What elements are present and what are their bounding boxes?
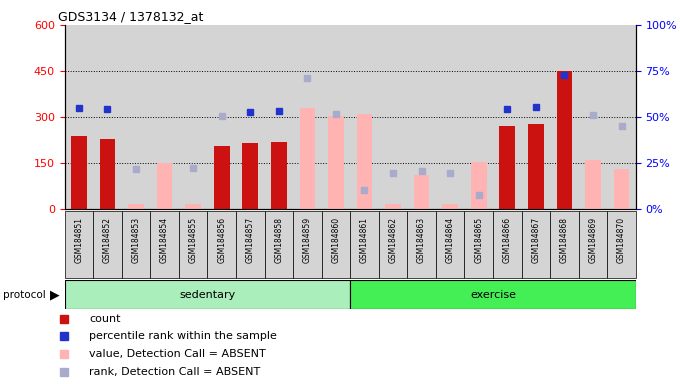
- Bar: [413, 175, 430, 209]
- Text: value, Detection Call = ABSENT: value, Detection Call = ABSENT: [89, 349, 266, 359]
- Bar: [493, 211, 522, 278]
- Text: GSM184867: GSM184867: [531, 217, 541, 263]
- Text: GSM184852: GSM184852: [103, 217, 112, 263]
- Text: GSM184855: GSM184855: [188, 217, 198, 263]
- Text: rank, Detection Call = ABSENT: rank, Detection Call = ABSENT: [89, 367, 260, 377]
- Bar: [499, 126, 515, 209]
- Text: GSM184858: GSM184858: [274, 217, 284, 263]
- Bar: [407, 211, 436, 278]
- Text: GSM184859: GSM184859: [303, 217, 312, 263]
- Bar: [585, 160, 601, 209]
- Bar: [471, 162, 487, 209]
- Bar: [464, 211, 493, 278]
- Bar: [379, 211, 407, 278]
- Text: GSM184862: GSM184862: [388, 217, 398, 263]
- Bar: [299, 108, 316, 209]
- Text: GSM184866: GSM184866: [503, 217, 512, 263]
- Bar: [613, 169, 630, 209]
- Bar: [350, 211, 379, 278]
- Bar: [242, 143, 258, 209]
- Bar: [350, 280, 636, 309]
- Bar: [236, 211, 265, 278]
- Text: percentile rank within the sample: percentile rank within the sample: [89, 331, 277, 341]
- Text: exercise: exercise: [470, 290, 516, 300]
- Text: count: count: [89, 314, 121, 324]
- Text: GSM184868: GSM184868: [560, 217, 569, 263]
- Bar: [122, 211, 150, 278]
- Bar: [528, 124, 544, 209]
- Bar: [556, 71, 573, 209]
- Bar: [356, 114, 373, 209]
- Bar: [293, 211, 322, 278]
- Bar: [522, 211, 550, 278]
- Bar: [442, 204, 458, 209]
- Text: GSM184861: GSM184861: [360, 217, 369, 263]
- Bar: [265, 211, 293, 278]
- Text: GSM184864: GSM184864: [445, 217, 455, 263]
- Text: GSM184853: GSM184853: [131, 217, 141, 263]
- Bar: [65, 211, 93, 278]
- Text: GSM184869: GSM184869: [588, 217, 598, 263]
- Bar: [71, 136, 87, 209]
- Text: sedentary: sedentary: [180, 290, 235, 300]
- Text: GSM184857: GSM184857: [245, 217, 255, 263]
- Bar: [99, 139, 116, 209]
- Bar: [214, 146, 230, 209]
- Bar: [436, 211, 464, 278]
- Bar: [607, 211, 636, 278]
- Text: GSM184865: GSM184865: [474, 217, 483, 263]
- Bar: [150, 211, 179, 278]
- Text: GSM184856: GSM184856: [217, 217, 226, 263]
- Text: GSM184863: GSM184863: [417, 217, 426, 263]
- Bar: [207, 211, 236, 278]
- Bar: [271, 142, 287, 209]
- Text: GSM184854: GSM184854: [160, 217, 169, 263]
- Bar: [156, 163, 173, 209]
- Bar: [322, 211, 350, 278]
- Bar: [550, 211, 579, 278]
- Bar: [385, 204, 401, 209]
- Bar: [579, 211, 607, 278]
- Bar: [328, 116, 344, 209]
- Text: GSM184860: GSM184860: [331, 217, 341, 263]
- Bar: [65, 280, 350, 309]
- Bar: [93, 211, 122, 278]
- Text: GDS3134 / 1378132_at: GDS3134 / 1378132_at: [58, 10, 203, 23]
- Text: GSM184870: GSM184870: [617, 217, 626, 263]
- Text: protocol: protocol: [3, 290, 46, 300]
- Text: GSM184851: GSM184851: [74, 217, 84, 263]
- Bar: [185, 204, 201, 209]
- Bar: [179, 211, 207, 278]
- Text: ▶: ▶: [50, 288, 59, 301]
- Bar: [128, 204, 144, 209]
